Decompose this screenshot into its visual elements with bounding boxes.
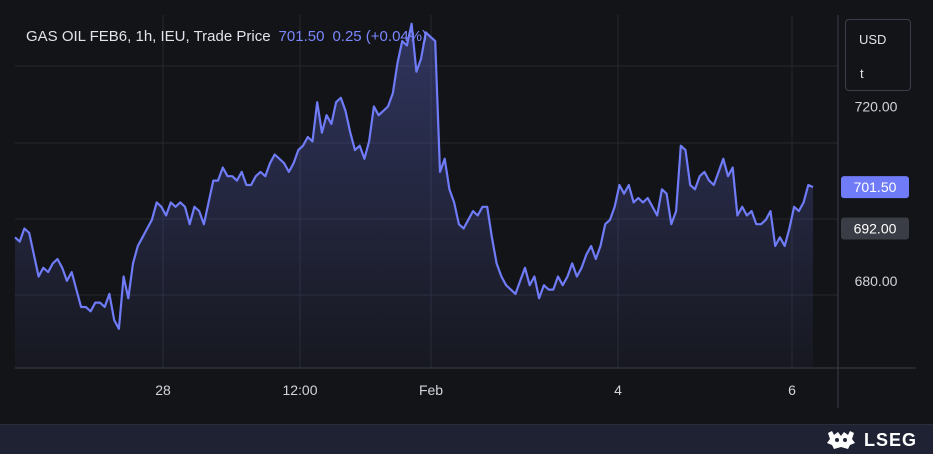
x-tick-label: 6 [788, 382, 796, 398]
footer-bar: LSEG [0, 424, 933, 454]
crest-icon [826, 431, 855, 449]
price-tag-label: 692.00 [854, 221, 897, 237]
chart-panel: 28 12:00 Feb 4 6 720.00 680.00 701.50 692.00 G… [0, 0, 933, 424]
currency-label: USD [859, 32, 887, 47]
x-tick-label: Feb [419, 382, 443, 398]
x-tick-label: 28 [155, 382, 171, 398]
y-axis-labels: 720.00 680.00 [855, 99, 898, 289]
price-tags: 701.50 692.00 [841, 176, 909, 240]
price-tag-bg [841, 217, 909, 240]
x-tick-label: 12:00 [282, 382, 317, 398]
price-tag-label: 701.50 [854, 179, 897, 195]
chart-header: GAS OIL FEB6, 1h, IEU, Trade Price 701.50… [26, 28, 427, 45]
price-line [14, 22, 814, 330]
price-tag-bg [841, 176, 909, 199]
last-price: 701.50 [278, 28, 325, 45]
y-tick-label: 720.00 [855, 99, 898, 115]
logo-text: LSEG [863, 429, 917, 450]
currency-unit-selector[interactable]: USD t [845, 19, 911, 91]
previous-price-tag: 692.00 [841, 217, 909, 240]
y-tick-label: 680.00 [855, 273, 898, 289]
x-tick-label: 4 [614, 382, 622, 398]
price-change: 0.25 (+0.04%) [332, 28, 428, 45]
lseg-logo: LSEG [824, 428, 917, 452]
unit-label: t [860, 66, 864, 81]
last-price-tag: 701.50 [841, 176, 909, 199]
x-axis-labels: 28 12:00 Feb 4 6 [155, 382, 796, 398]
symbol-label: GAS OIL FEB6, 1h, IEU, Trade Price [26, 28, 271, 45]
price-area [15, 23, 813, 368]
price-chart[interactable]: 28 12:00 Feb 4 6 720.00 680.00 701.50 692.00 [0, 0, 933, 424]
